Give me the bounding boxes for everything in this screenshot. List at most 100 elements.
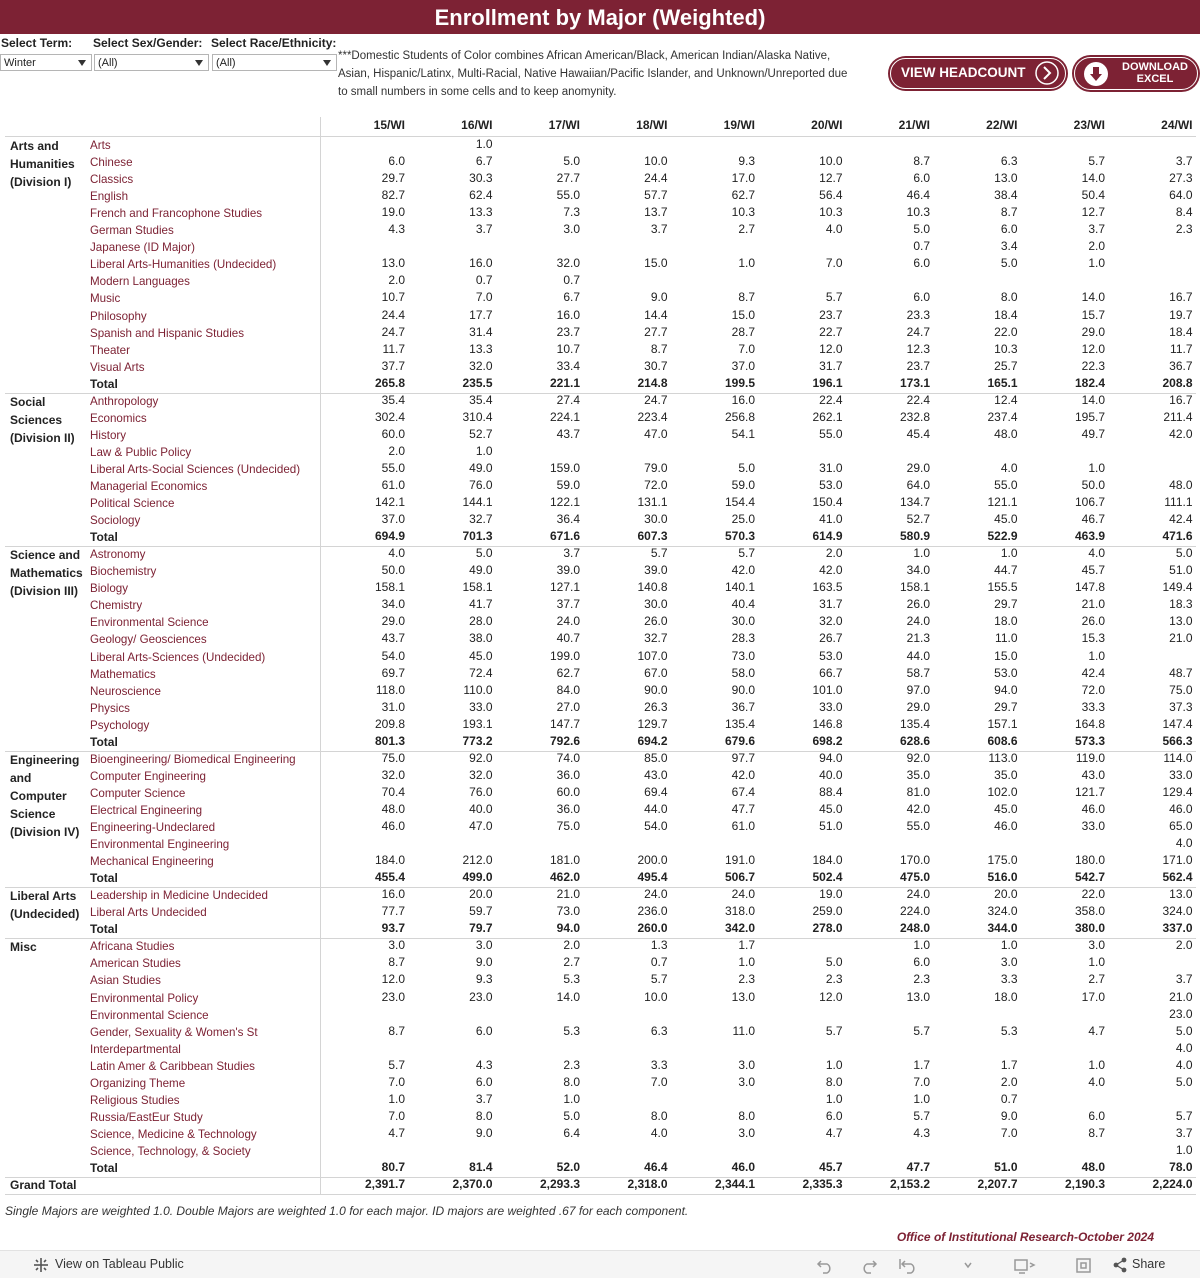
- cell-value: 3.0: [1000, 955, 1018, 970]
- cell-value: 85.0: [644, 750, 668, 765]
- cell-value: 122.1: [549, 495, 580, 510]
- cell-value: 82.7: [381, 188, 405, 203]
- cell-value: 14.0: [1081, 290, 1105, 305]
- cell-value: 3.7: [563, 546, 580, 561]
- cell-value: 15.7: [1081, 307, 1105, 322]
- major-label: Gender, Sexuality & Women's St: [90, 1025, 258, 1039]
- cell-value: 8.0: [825, 1074, 843, 1089]
- cell-value: 191.0: [724, 853, 755, 868]
- major-label: Liberal Arts-Sciences (Undecided): [90, 650, 266, 664]
- cell-value: 2,391.7: [364, 1177, 405, 1192]
- column-header: 18/WI: [636, 118, 668, 132]
- cell-value: 47.7: [731, 801, 755, 816]
- share-button[interactable]: Share: [1132, 1257, 1166, 1271]
- note: ***Domestic Students of Color combines A…: [338, 50, 848, 98]
- cell-value: 129.7: [637, 716, 668, 731]
- major-label: Managerial Economics: [90, 480, 208, 493]
- cell-value: 16.0: [731, 392, 755, 407]
- cell-value: 0.7: [650, 955, 668, 970]
- view-headcount-button[interactable]: VIEW HEADCOUNT: [890, 58, 1066, 89]
- cell-value: 6.7: [475, 154, 493, 169]
- major-label: Leadership in Medicine Undecided: [90, 889, 268, 903]
- cell-value: 26.7: [819, 631, 843, 646]
- cell-value: 16.7: [1169, 290, 1193, 305]
- cell-value: 50.0: [381, 563, 405, 578]
- group-rule: [5, 750, 1196, 752]
- cell-value: 17.0: [1081, 989, 1105, 1004]
- cell-value: 51.0: [819, 819, 843, 833]
- cell-value: 27.7: [644, 324, 668, 339]
- cell-value: 209.8: [374, 716, 405, 731]
- cell-value: 19.0: [819, 887, 843, 902]
- cell-value: 31.7: [819, 597, 843, 612]
- cell-value: 35.0: [906, 767, 930, 782]
- cell-value: 24.0: [644, 887, 668, 902]
- cell-value: 562.4: [1162, 870, 1193, 885]
- gender-dropdown[interactable]: (All): [94, 54, 209, 71]
- cell-value: 6.0: [913, 256, 930, 271]
- cell-value: 256.8: [724, 409, 755, 424]
- cell-value: 127.1: [549, 580, 580, 595]
- cell-value: 29.7: [381, 171, 405, 186]
- cell-value: 628.6: [899, 733, 930, 748]
- term-dropdown[interactable]: Winter: [0, 54, 92, 71]
- major-label: Engineering-Undeclared: [90, 821, 216, 834]
- major-label: Classics: [90, 173, 134, 187]
- cell-value: 43.7: [381, 631, 405, 646]
- cell-value: 16.7: [1169, 392, 1193, 407]
- cell-value: 93.7: [381, 921, 405, 936]
- cell-value: 3.7: [1175, 972, 1193, 987]
- cell-value: 5.0: [563, 1108, 580, 1123]
- cell-value: 23.0: [469, 989, 493, 1004]
- cell-value: 35.0: [994, 767, 1018, 782]
- cell-value: 75.0: [381, 750, 405, 765]
- cell-value: 62.7: [556, 665, 580, 680]
- major-label: Neuroscience: [90, 684, 161, 698]
- cell-value: 55.0: [556, 188, 580, 203]
- cell-value: 1.3: [650, 938, 668, 953]
- cell-value: 97.7: [731, 750, 755, 765]
- cell-value: 5.0: [1000, 256, 1018, 271]
- cell-value: 2.0: [563, 938, 580, 953]
- cell-value: 265.8: [374, 375, 405, 390]
- view-on-tableau-link[interactable]: View on Tableau Public: [55, 1257, 184, 1271]
- group-label: Misc: [10, 940, 37, 955]
- cell-value: 30.0: [644, 597, 668, 612]
- cell-value: 69.4: [644, 784, 668, 799]
- cell-value: 22.4: [819, 392, 843, 407]
- cell-value: 5.7: [738, 546, 755, 561]
- cell-value: 337.0: [1162, 921, 1193, 936]
- cell-value: 79.0: [644, 460, 668, 475]
- cell-value: 36.0: [556, 801, 580, 816]
- cell-value: 22.0: [1081, 887, 1105, 902]
- cell-value: 32.7: [644, 631, 668, 646]
- cell-value: 9.0: [475, 1125, 493, 1140]
- cell-value: 16.0: [381, 887, 405, 902]
- download-excel-button[interactable]: DOWNLOAD EXCEL: [1074, 57, 1198, 90]
- cell-value: 135.4: [724, 716, 755, 731]
- cell-value: 10.3: [906, 205, 930, 220]
- race-dropdown[interactable]: (All): [212, 54, 337, 71]
- cell-value: 64.0: [1169, 188, 1193, 203]
- major-label: German Studies: [90, 224, 174, 238]
- cell-value: 3.7: [650, 222, 668, 237]
- cell-value: 0.7: [1000, 1091, 1018, 1106]
- cell-value: 48.0: [381, 801, 405, 816]
- cell-value: 12.0: [819, 989, 843, 1004]
- cell-value: 5.7: [388, 1057, 405, 1072]
- cell-value: 48.0: [1169, 478, 1193, 492]
- cell-value: 5.0: [1175, 546, 1193, 561]
- cell-value: 92.0: [469, 750, 493, 765]
- cell-value: 3.7: [1088, 222, 1105, 237]
- cell-value: 12.3: [906, 341, 930, 356]
- cell-value: 73.0: [731, 648, 755, 663]
- cell-value: 43.7: [556, 426, 580, 441]
- cell-value: 6.0: [825, 1108, 843, 1123]
- cell-value: 455.4: [374, 870, 405, 885]
- major-label: Interdepartmental: [90, 1042, 181, 1056]
- cell-value: 2,224.0: [1152, 1177, 1193, 1192]
- cell-value: 2.3: [1175, 222, 1193, 237]
- cell-value: 184.0: [812, 853, 843, 868]
- major-label: Chinese: [90, 156, 133, 170]
